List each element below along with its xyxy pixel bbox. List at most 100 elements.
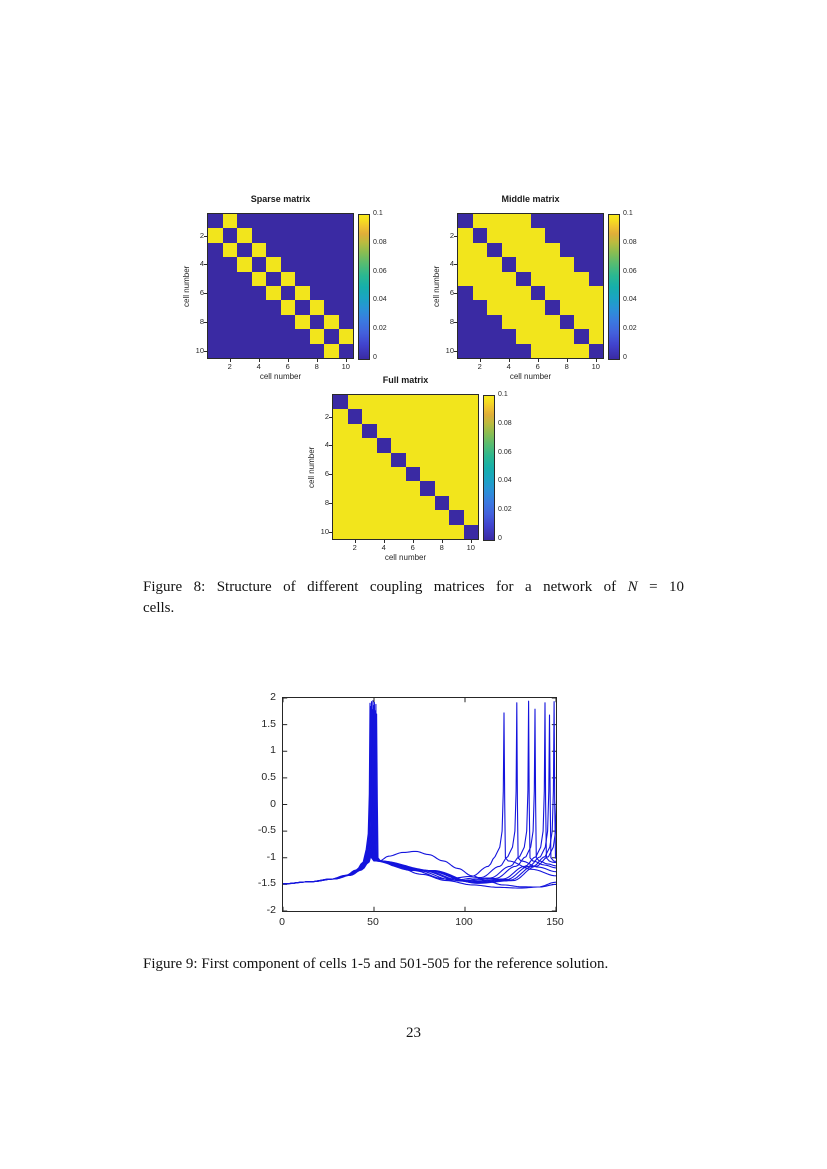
matrix-cell — [251, 228, 266, 243]
matrix-cell — [266, 314, 281, 330]
y-tick-mark — [454, 293, 457, 295]
matrix-cell — [463, 524, 478, 539]
matrix-cell — [266, 300, 281, 315]
matrix-cell — [574, 300, 589, 315]
y-tick-label: 2 — [270, 691, 276, 703]
matrix-cell — [309, 285, 324, 301]
matrix-cell — [338, 257, 353, 272]
x-axis-label: cell number — [509, 372, 552, 381]
y-tick-label: 1 — [270, 744, 276, 757]
matrix-cell — [516, 343, 531, 358]
x-tick-mark — [479, 359, 481, 362]
matrix-cell — [280, 228, 295, 243]
matrix-cell — [472, 214, 487, 229]
plot-title: Sparse matrix — [250, 194, 311, 204]
matrix-cell — [266, 343, 281, 358]
x-tick-mark — [229, 359, 231, 362]
matrix-cell — [405, 524, 420, 539]
matrix-cell — [472, 257, 487, 272]
matrix-cell — [501, 314, 516, 330]
y-tick-label: 8 — [449, 317, 454, 326]
matrix-cell — [347, 524, 362, 539]
reference-solution-plot: 0 50 100 150 -2 -1.5 -1 -0.5 0 0.5 1 1.5 2 — [240, 690, 585, 942]
matrix-cell — [362, 524, 377, 539]
matrix-cell — [458, 300, 473, 315]
matrix-cell — [420, 481, 435, 496]
x-tick-label: 150 — [546, 916, 564, 928]
matrix-cell — [588, 343, 603, 358]
matrix-cell — [338, 285, 353, 301]
matrix-cell — [333, 510, 348, 525]
caption-line: Figure 8: Structure of different couplin… — [143, 579, 684, 595]
matrix-cell — [338, 329, 353, 344]
matrix-cell — [251, 343, 266, 358]
matrix-cell — [208, 343, 223, 358]
matrix-cell — [463, 495, 478, 511]
matrix-cell — [449, 452, 464, 467]
x-tick-label: 8 — [314, 362, 319, 371]
y-tick-label: 6 — [199, 288, 204, 298]
matrix-cell — [237, 228, 252, 243]
matrix-cell — [559, 343, 574, 358]
y-tick-mark — [329, 474, 332, 476]
matrix-cell — [208, 228, 223, 243]
colorbar-tick-label: 0 — [623, 354, 627, 361]
matrix-cell — [295, 228, 310, 243]
matrix-cell — [391, 452, 406, 467]
heatmap — [207, 213, 354, 359]
matrix-cell — [222, 343, 237, 358]
matrix-cell — [222, 257, 237, 272]
matrix-cell — [280, 242, 295, 258]
x-tick-mark — [345, 359, 347, 362]
matrix-cell — [280, 343, 295, 358]
y-tick-label: -0.5 — [257, 824, 276, 837]
matrix-cell — [516, 329, 531, 344]
matrix-cell — [463, 510, 478, 525]
matrix-cell — [309, 300, 324, 315]
x-tick-label: 6 — [410, 543, 415, 552]
matrix-cell — [347, 510, 362, 525]
matrix-cell — [266, 271, 281, 286]
matrix-cell — [237, 214, 252, 229]
matrix-cell — [333, 481, 348, 496]
trace-cell-4 — [283, 708, 556, 885]
x-tick-label: 10 — [466, 543, 475, 552]
matrix-cell — [237, 271, 252, 286]
matrix-cell — [588, 300, 603, 315]
matrix-cell — [362, 466, 377, 482]
matrix-cell — [347, 423, 362, 439]
y-tick-label: 2 — [199, 230, 204, 240]
matrix-cell — [376, 409, 391, 424]
matrix-cell — [362, 510, 377, 525]
matrix-cell — [295, 300, 310, 315]
x-tick-label: 10 — [341, 362, 350, 371]
matrix-cell — [266, 228, 281, 243]
matrix-cell — [472, 329, 487, 344]
matrix-cell — [434, 510, 449, 525]
matrix-cell — [516, 214, 531, 229]
trace-cell-501 — [283, 704, 556, 885]
matrix-cell — [391, 423, 406, 439]
matrix-cell — [391, 510, 406, 525]
matrix-cell — [472, 314, 487, 330]
matrix-cell — [559, 228, 574, 243]
matrix-cell — [516, 271, 531, 286]
matrix-cell — [501, 329, 516, 344]
matrix-cell — [472, 242, 487, 258]
matrix-cell — [309, 228, 324, 243]
matrix-cell — [309, 214, 324, 229]
matrix-cell — [237, 242, 252, 258]
y-tick-label: -1 — [266, 850, 276, 863]
matrix-cell — [501, 242, 516, 258]
matrix-cell — [376, 438, 391, 453]
colorbar-tick-label: 0.02 — [623, 325, 637, 333]
matrix-cell — [376, 510, 391, 525]
y-tick-label: 4 — [199, 259, 204, 269]
matrix-cell — [487, 257, 502, 272]
colorbar-tick-label: 0.1 — [373, 210, 383, 217]
matrix-cell — [405, 495, 420, 511]
matrix-cell — [516, 314, 531, 330]
colorbar-tick-label: 0.1 — [498, 391, 508, 398]
